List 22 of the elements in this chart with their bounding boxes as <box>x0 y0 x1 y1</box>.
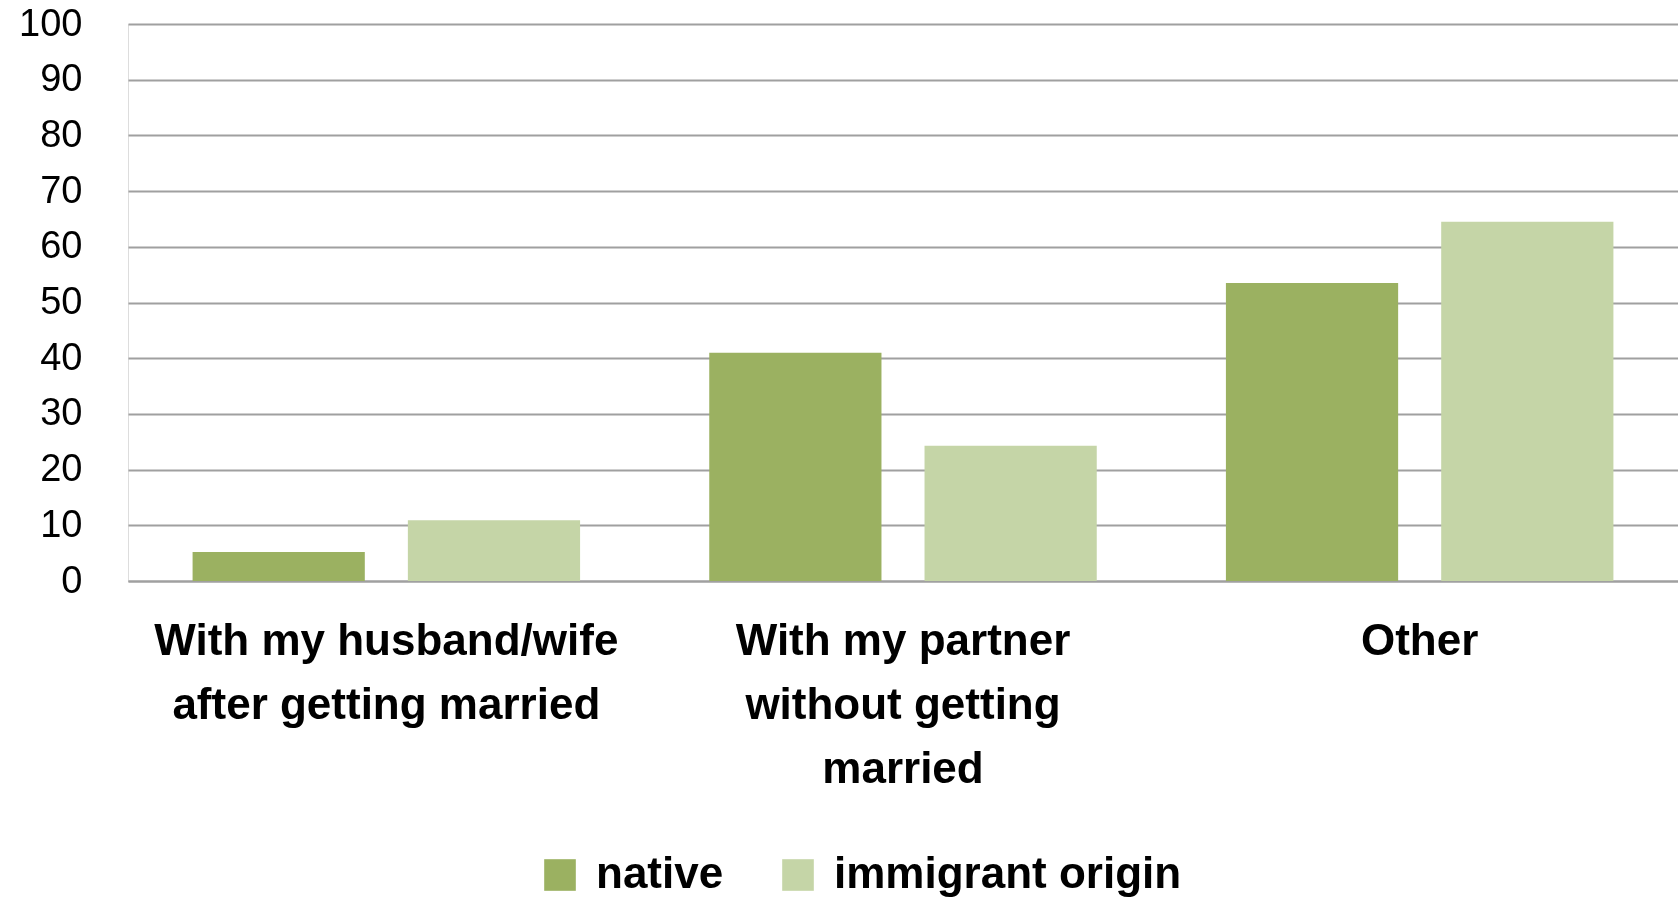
y-tick-label: 90 <box>40 57 83 100</box>
y-tick-label: 100 <box>19 1 83 44</box>
x-tick-label: With my partner without getting married <box>735 614 1071 792</box>
y-tick-label: 50 <box>40 280 83 322</box>
x-tick-label: With my husband/wife after getting married <box>154 614 619 728</box>
bar <box>924 445 1097 581</box>
bar <box>1225 283 1399 581</box>
y-tick-label: 10 <box>40 502 83 545</box>
bar <box>192 552 365 581</box>
y-tick-label: 20 <box>40 447 83 490</box>
y-tick-label: 30 <box>40 391 83 434</box>
bar <box>1441 221 1614 581</box>
y-tick-label: 60 <box>40 224 83 267</box>
bar <box>407 520 581 581</box>
y-tick-label: 0 <box>61 558 83 601</box>
legend-label: immigrant origin <box>834 848 1182 897</box>
y-tick-label: 70 <box>40 168 83 211</box>
y-tick-label: 40 <box>40 335 83 378</box>
y-tick-label: 80 <box>40 112 83 155</box>
bar <box>709 352 882 581</box>
x-tick-label: Other <box>1360 614 1479 664</box>
legend-label: native <box>596 848 724 897</box>
